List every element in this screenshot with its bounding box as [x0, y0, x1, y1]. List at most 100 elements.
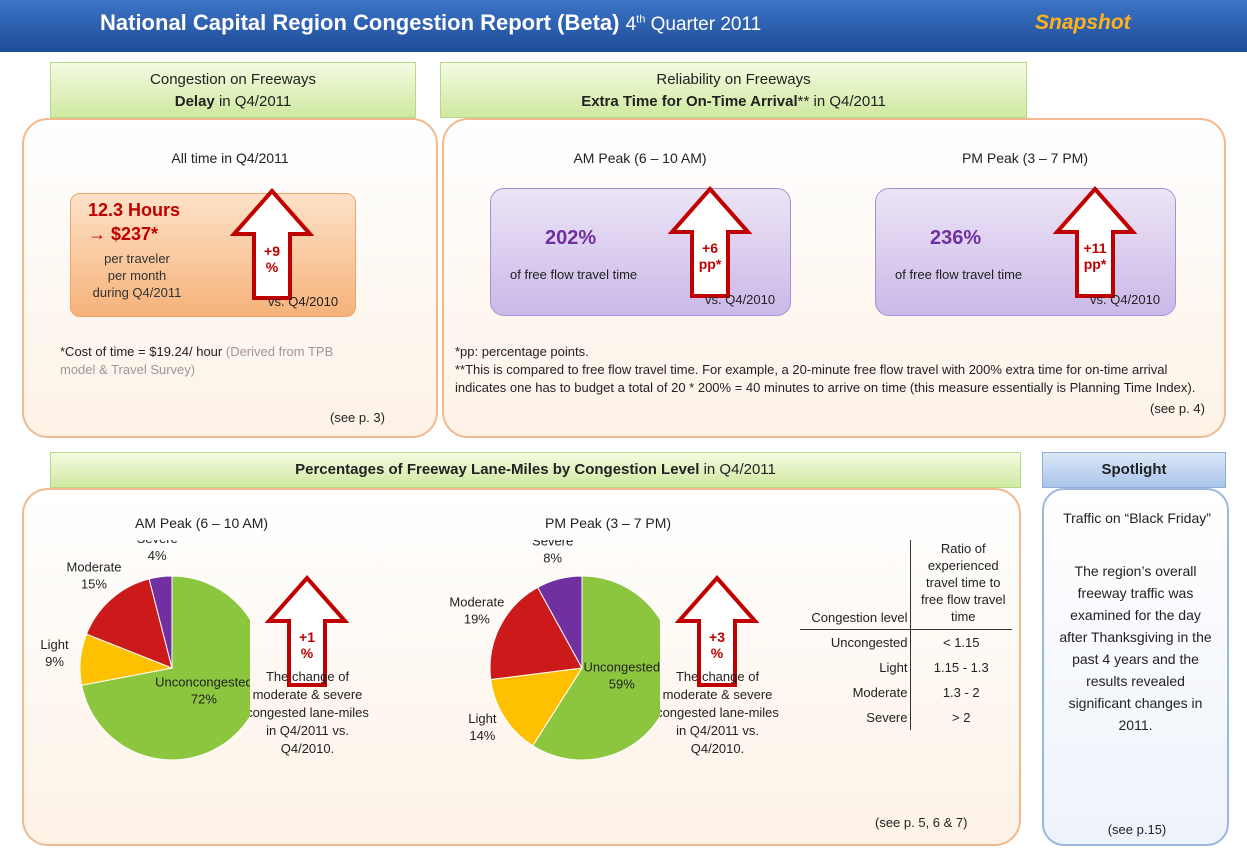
- text: Congestion level Ratio of experienced tra…: [800, 540, 1012, 630]
- pie-title: AM Peak (6 – 10 AM): [135, 515, 269, 531]
- ref: (see p. 3): [330, 410, 385, 425]
- cell: Moderate: [800, 680, 911, 705]
- change: +1%: [267, 629, 347, 661]
- text: pp*: [698, 256, 722, 272]
- row: Light 1.15 - 1.3: [800, 655, 1012, 680]
- change: +6 pp*: [670, 240, 750, 272]
- text: in Q4/2011: [703, 461, 776, 478]
- cell: Uncongested: [800, 629, 911, 655]
- slice-value: 14%: [469, 728, 495, 743]
- slice-label: Light: [40, 637, 69, 652]
- change: +11 pp*: [1055, 240, 1135, 272]
- text: Delay in Q4/2011: [51, 91, 415, 113]
- pie-slice: [85, 578, 173, 669]
- spotlight-lead: Traffic on “Black Friday”: [1063, 510, 1211, 526]
- spotlight-heading: Spotlight: [1042, 452, 1226, 488]
- peak-desc: of free flow travel time: [510, 267, 638, 282]
- per: per traveler per month during Q4/2011: [82, 250, 192, 301]
- notes: *pp: percentage points. **This is compare…: [455, 343, 1215, 397]
- reliability-heading: Reliability on Freeways Extra Time for On…: [440, 62, 1027, 118]
- slice-label: Uncongested: [583, 660, 660, 675]
- text: *Cost of time = $19.24/ hour: [60, 344, 223, 359]
- lane-heading: Percentages of Freeway Lane-Miles by Con…: [50, 452, 1021, 488]
- pie: Unconcongested 72% Light 9% Moderate 15% Sever…: [40, 540, 250, 761]
- text: [1053, 186, 1137, 298]
- change-text: The change of moderate & severe congeste…: [656, 669, 779, 756]
- pie-slice: [81, 575, 250, 761]
- text: pp*: [1083, 256, 1107, 272]
- bold-text: Percentages of Freeway Lane-Miles by Con…: [295, 461, 700, 478]
- slice-label: Moderate: [67, 559, 122, 574]
- bold-text: Extra Time for On-Time Arrival: [581, 93, 798, 110]
- row: Moderate 1.3 - 2: [800, 680, 1012, 705]
- vs: vs. Q4/2010: [1090, 292, 1161, 307]
- text: *pp: percentage points.: [455, 344, 589, 359]
- peak-desc: of free flow travel time: [895, 267, 1023, 282]
- text: 4: [625, 14, 637, 35]
- text: during Q4/2011: [92, 285, 182, 300]
- text: th: [636, 13, 646, 26]
- peak-title: PM Peak (3 – 7 PM): [961, 150, 1089, 166]
- delay-box: [70, 193, 356, 317]
- th: Congestion level: [800, 540, 911, 630]
- pie-title: PM Peak (3 – 7 PM): [545, 515, 672, 531]
- text: %: [265, 259, 279, 275]
- vs: vs. Q4/2010: [268, 294, 339, 309]
- delay-heading: Congestion on Freeways Delay in Q4/2011: [50, 62, 416, 118]
- text: Extra Time for On-Time Arrival** in Q4/2…: [441, 91, 1026, 113]
- header-bar: National Capital Region Congestion Repor…: [0, 0, 1247, 52]
- text: +1: [299, 629, 315, 645]
- cell: 1.3 - 2: [942, 685, 980, 700]
- text: [668, 186, 752, 298]
- text: %: [710, 645, 724, 661]
- cell: Severe: [800, 705, 911, 730]
- slice-value: 8%: [543, 551, 562, 566]
- text: +11: [1083, 240, 1107, 256]
- badge: Snapshot: [1035, 11, 1131, 34]
- cell: 1.15 - 1.3: [933, 660, 989, 675]
- slice-value: 4%: [148, 548, 167, 563]
- text: **This is compared to free flow travel t…: [455, 362, 1196, 395]
- slice-value: 72%: [191, 691, 217, 706]
- note: *Cost of time = $19.24/ hour (Derived fr…: [60, 343, 370, 379]
- arrow: [265, 575, 349, 687]
- text: National Capital Region Congestion Repor…: [100, 10, 620, 35]
- ref: (see p.15): [1107, 822, 1167, 837]
- ratio-table: Congestion level Ratio of experienced tra…: [800, 540, 1012, 730]
- pie-slice: [532, 575, 660, 761]
- ref: (see p. 5, 6 & 7): [875, 815, 968, 830]
- text: %: [300, 645, 314, 661]
- text: per traveler: [104, 251, 170, 266]
- text: +6: [702, 240, 718, 256]
- ref: (see p. 4): [1150, 401, 1205, 416]
- arrow: [675, 575, 759, 687]
- slice-label: Severe: [137, 540, 178, 546]
- slice-value: 59%: [609, 677, 635, 692]
- text: 4th Quarter 2011: [626, 14, 762, 35]
- text: per month: [107, 268, 167, 283]
- vs: vs. Q4/2010: [705, 292, 776, 307]
- peak-value: 236%: [930, 227, 982, 249]
- text: Uncongested < 1.15 Light 1.15 - 1.3 Moderate…: [800, 629, 1012, 730]
- text: [265, 575, 349, 687]
- change: +9%: [232, 243, 312, 275]
- slice-label: Light: [468, 711, 497, 726]
- arrow: [1053, 186, 1137, 298]
- slice-value: 15%: [81, 576, 107, 591]
- text: in Q4/2011: [218, 93, 292, 110]
- pie-slice: [536, 575, 583, 669]
- arrow: [668, 186, 752, 298]
- slice-label: Unconcongested: [155, 674, 250, 689]
- change-text: The change of moderate & severe congeste…: [246, 669, 369, 756]
- hours: 12.3 Hours: [88, 200, 181, 220]
- arrow: [230, 188, 314, 300]
- th: Ratio of experienced travel time to free…: [910, 540, 1012, 630]
- change: +3%: [677, 629, 757, 661]
- cost: → $237*: [88, 224, 159, 244]
- spotlight-body: The region’s overall freeway traffic was…: [1059, 563, 1212, 733]
- cell: < 1.15: [942, 635, 980, 650]
- header-title: National Capital Region Congestion Repor…: [100, 10, 761, 36]
- cell: > 2: [952, 710, 971, 725]
- spotlight-panel: [1042, 488, 1229, 846]
